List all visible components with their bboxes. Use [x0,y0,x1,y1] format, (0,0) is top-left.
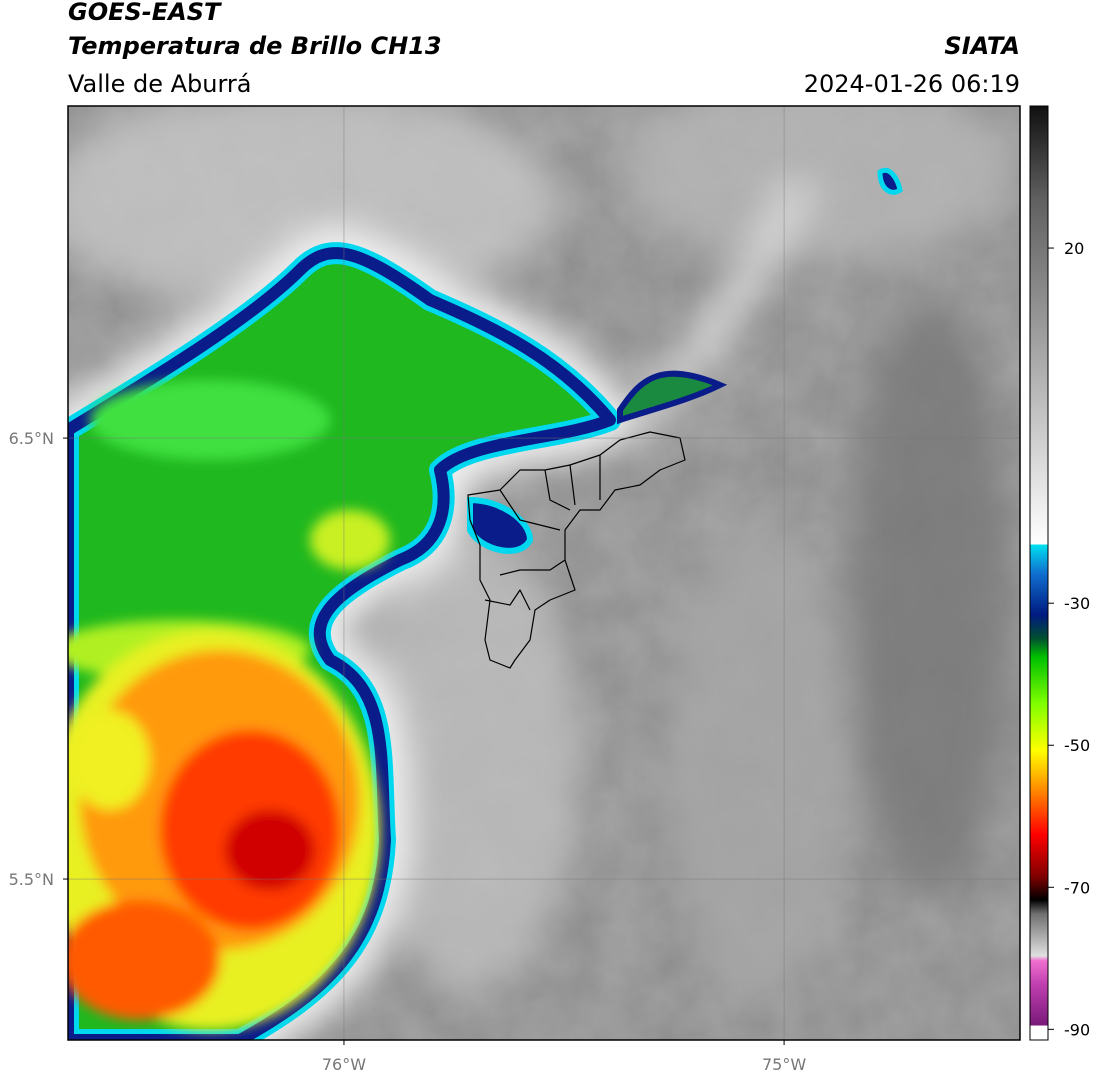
source-label: SIATA [944,32,1020,60]
graticule [68,106,1020,1040]
map-frame [67,105,1021,1041]
colorbar-tick-label: -30 [1064,594,1090,613]
colorbar-tick-label: 20 [1064,239,1084,258]
colorbar [1029,105,1049,1041]
lat-tick-label: 6.5°N [9,429,54,448]
satellite-title: GOES-EAST [68,0,222,26]
product-title: Temperatura de Brillo CH13 [68,32,442,60]
colorbar-tick-label: -50 [1064,736,1090,755]
lat-tick-label: 5.5°N [9,870,54,889]
region-label: Valle de Aburrá [68,70,252,98]
lon-tick-label: 76°W [322,1055,366,1074]
satellite-image [68,106,1020,1040]
colorbar-tick-label: -90 [1064,1020,1090,1039]
colorbar-tick-label: -70 [1064,878,1090,897]
lon-tick-label: 75°W [762,1055,806,1074]
timestamp: 2024-01-26 06:19 [804,70,1020,98]
